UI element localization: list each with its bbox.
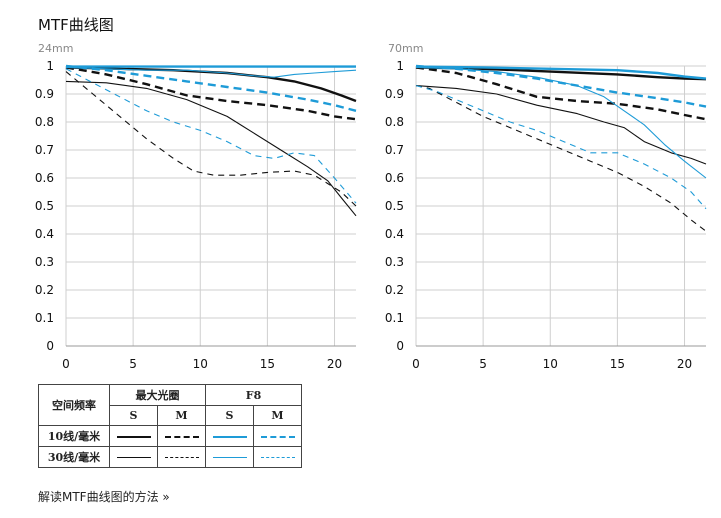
- x-tick-label: 5: [479, 357, 487, 371]
- y-tick-label: 0.9: [385, 87, 404, 101]
- x-tick-label: 0: [412, 357, 420, 371]
- mtf-series-f8-30-s: [65, 66, 357, 78]
- y-tick-label: 1: [396, 59, 404, 73]
- mtf-series-max-30-m: [415, 85, 707, 232]
- y-tick-label: 0.6: [385, 171, 404, 185]
- y-tick-label: 0.8: [385, 115, 404, 129]
- legend-sub-s: S: [205, 405, 254, 426]
- y-tick-label: 0.8: [35, 115, 54, 129]
- mtf-series-max-30-s: [65, 80, 357, 217]
- legend-sub-m: M: [157, 405, 206, 426]
- y-tick-label: 0.2: [385, 283, 404, 297]
- legend-table: 空间频率 最大光圈 F8 S M S M 10线/毫米 30线/毫米: [38, 384, 302, 468]
- mtf-series-max-30-s: [415, 85, 707, 165]
- x-tick-label: 10: [543, 357, 558, 371]
- mtf-chart-24mm: 24mm 0 0.1 0.2 0.3 0.4 0.5 0.6 0.7 0.8 0.9 1 0 5 10 15 2…: [14, 40, 364, 380]
- y-tick-label: 0.3: [35, 255, 54, 269]
- legend-sub-m: M: [253, 405, 302, 426]
- legend-group-f8: F8: [205, 384, 302, 406]
- y-tick-label: 0: [396, 339, 404, 353]
- chart-focal-label: 24mm: [38, 42, 73, 55]
- y-tick-label: 0.7: [35, 143, 54, 157]
- y-tick-label: 0.7: [385, 143, 404, 157]
- y-tick-label: 0: [46, 339, 54, 353]
- legend-row-30: 30线/毫米: [38, 446, 110, 468]
- mtf-series-max-10-m: [415, 66, 707, 121]
- y-tick-label: 0.4: [35, 227, 54, 241]
- y-tick-label: 0.5: [35, 199, 54, 213]
- y-tick-label: 0.5: [385, 199, 404, 213]
- how-to-read-mtf-link[interactable]: 解读MTF曲线图的方法 »: [38, 490, 170, 504]
- y-tick-label: 1: [46, 59, 54, 73]
- legend-row-10: 10线/毫米: [38, 425, 110, 447]
- legend-swatch: [253, 425, 302, 447]
- legend-swatch: [109, 446, 158, 468]
- y-tick-label: 0.9: [35, 87, 54, 101]
- x-tick-label: 15: [260, 357, 275, 371]
- legend-swatch: [205, 425, 254, 447]
- mtf-series-max-10-m: [65, 66, 357, 121]
- y-tick-label: 0.1: [385, 311, 404, 325]
- x-tick-label: 20: [327, 357, 342, 371]
- mtf-series-f8-10-s: [415, 65, 707, 80]
- legend-swatch: [205, 446, 254, 468]
- legend-swatch: [157, 446, 206, 468]
- legend-swatch: [253, 446, 302, 468]
- legend-swatch: [109, 425, 158, 447]
- mtf-series-f8-30-s: [415, 66, 707, 179]
- y-tick-label: 0.6: [35, 171, 54, 185]
- mtf-series-f8-30-m: [415, 85, 707, 210]
- x-tick-label: 0: [62, 357, 70, 371]
- mtf-series-f8-10-m: [65, 64, 357, 112]
- legend-group-max-aperture: 最大光圈: [109, 384, 206, 406]
- mtf-series-max-10-s: [415, 66, 707, 81]
- y-tick-label: 0.4: [385, 227, 404, 241]
- x-tick-label: 15: [610, 357, 625, 371]
- x-tick-label: 20: [677, 357, 692, 371]
- mtf-chart-70mm: 70mm 0 0.1 0.2 0.3 0.4 0.5 0.6 0.7 0.8 0.9 1 0 5 10 15 2…: [364, 40, 714, 380]
- chart-focal-label: 70mm: [388, 42, 423, 55]
- y-tick-label: 0.3: [385, 255, 404, 269]
- legend-header: 空间频率: [38, 384, 110, 426]
- x-tick-label: 5: [129, 357, 137, 371]
- x-tick-label: 10: [193, 357, 208, 371]
- page-title: MTF曲线图: [38, 16, 114, 34]
- y-tick-label: 0.2: [35, 283, 54, 297]
- y-tick-label: 0.1: [35, 311, 54, 325]
- legend-swatch: [157, 425, 206, 447]
- legend-sub-s: S: [109, 405, 158, 426]
- mtf-series-f8-30-m: [65, 68, 357, 204]
